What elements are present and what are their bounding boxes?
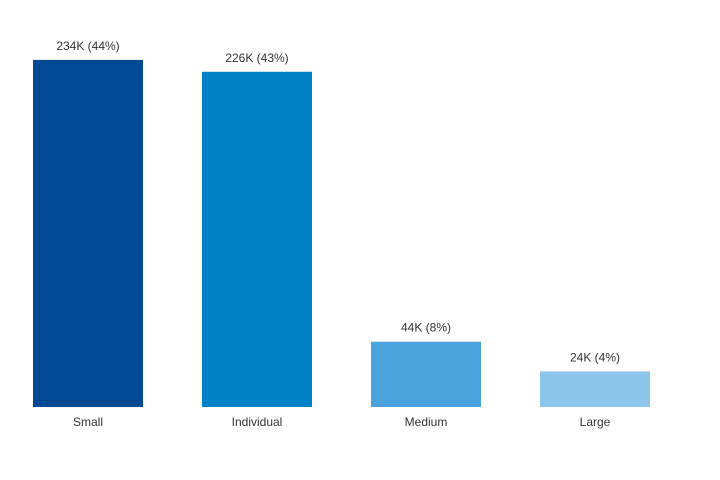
data-label-small: 234K (44%) — [56, 39, 119, 53]
bar-individual — [202, 71, 312, 408]
data-labels-layer: 234K (44%) 226K (43%) 44K (8%) 24K (4%) — [56, 39, 620, 364]
data-label-individual: 226K (43%) — [225, 51, 288, 65]
x-tick-labels-layer: Small Individual Medium Large — [73, 415, 611, 429]
x-tick-label-large: Large — [580, 415, 611, 429]
bar-medium — [371, 341, 481, 407]
bar-small — [33, 59, 143, 408]
bars-layer — [33, 59, 650, 408]
data-label-medium: 44K (8%) — [401, 321, 451, 335]
x-tick-label-small: Small — [73, 415, 103, 429]
x-tick-label-individual: Individual — [232, 415, 283, 429]
bar-large — [540, 371, 650, 407]
x-tick-label-medium: Medium — [405, 415, 448, 429]
data-label-large: 24K (4%) — [570, 350, 620, 364]
